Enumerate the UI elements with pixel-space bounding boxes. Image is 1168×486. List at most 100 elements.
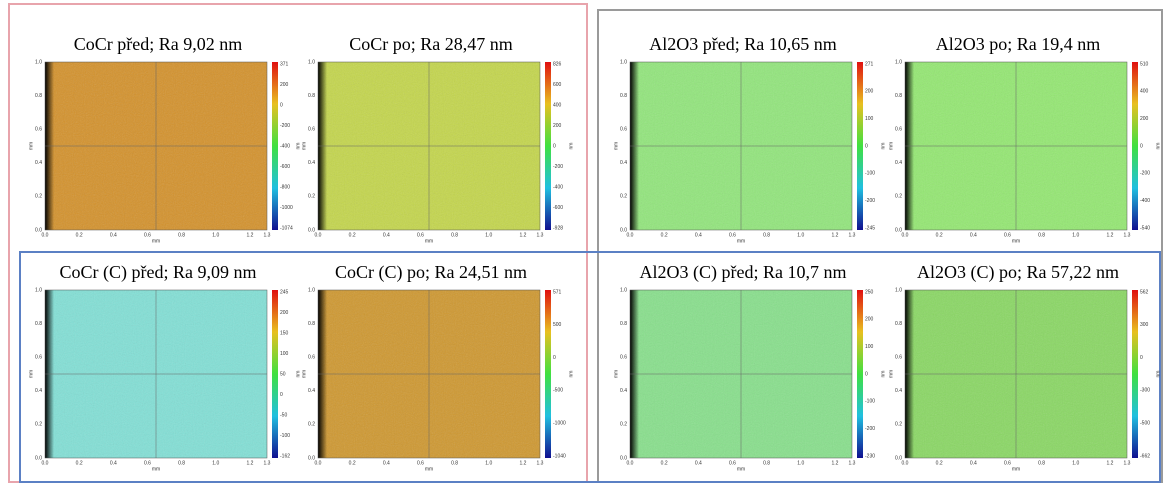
- x-tick-label: 0.0: [42, 232, 49, 238]
- colorbar-tick-label: 0: [1140, 143, 1143, 149]
- x-tick-label: 1.3: [1124, 232, 1131, 238]
- x-tick-label: 0.0: [42, 460, 49, 466]
- x-tick-label: 1.0: [797, 460, 804, 466]
- x-tick-label: 0.0: [902, 460, 909, 466]
- y-tick-label: 0.8: [308, 93, 315, 99]
- x-tick-label: 0.0: [627, 232, 634, 238]
- x-tick-label: 0.6: [417, 232, 424, 238]
- x-tick-label: 1.3: [264, 232, 271, 238]
- colorbar: [545, 290, 551, 458]
- y-axis-unit: mm: [28, 370, 34, 378]
- x-tick-label: 0.6: [417, 460, 424, 466]
- colorbar-tick-label: 0: [865, 143, 868, 149]
- x-tick-label: 1.2: [831, 232, 838, 238]
- plot-border: [904, 61, 1128, 231]
- y-axis-unit: mm: [301, 142, 307, 150]
- colorbar-tick-label: -230: [865, 453, 875, 459]
- colorbar-tick-label: -1000: [553, 421, 566, 427]
- y-tick-label: 1.0: [620, 59, 627, 65]
- y-tick-label: 0.6: [620, 355, 627, 361]
- y-tick-label: 0.4: [895, 388, 902, 394]
- y-tick-label: 0.0: [620, 227, 627, 233]
- colorbar-tick-label: 200: [553, 123, 562, 129]
- y-tick-label: 1.0: [308, 59, 315, 65]
- y-tick-label: 0.2: [620, 194, 627, 200]
- x-tick-label: 1.3: [264, 460, 271, 466]
- colorbar-tick-label: -200: [280, 123, 290, 129]
- y-axis-unit: mm: [613, 370, 619, 378]
- colorbar-tick-label: -162: [280, 453, 290, 459]
- x-tick-label: 0.2: [936, 232, 943, 238]
- colorbar-tick-label: -400: [280, 143, 290, 149]
- colorbar: [1132, 290, 1138, 458]
- plot-border: [317, 61, 541, 231]
- panel-title: CoCr před; Ra 9,02 nm: [74, 34, 243, 54]
- x-tick-label: 1.2: [831, 460, 838, 466]
- x-tick-label: 1.2: [519, 232, 526, 238]
- panel-title: Al2O3 před; Ra 10,65 nm: [649, 34, 836, 54]
- panel-title: Al2O3 (C) po; Ra 57,22 nm: [917, 262, 1119, 283]
- colorbar-tick-label: -600: [553, 205, 563, 211]
- y-axis-unit: mm: [301, 370, 307, 378]
- y-tick-label: 0.6: [308, 127, 315, 133]
- y-axis-unit: mm: [28, 142, 34, 150]
- x-tick-label: 0.2: [661, 460, 668, 466]
- colorbar-tick-label: -200: [865, 198, 875, 204]
- y-tick-label: 1.0: [895, 287, 902, 293]
- colorbar-tick-label: -1074: [280, 225, 293, 231]
- colorbar-tick-label: -600: [280, 164, 290, 170]
- colorbar-tick-label: -500: [1140, 421, 1150, 427]
- x-tick-label: 1.3: [1124, 460, 1131, 466]
- y-tick-label: 0.8: [620, 321, 627, 327]
- colorbar-tick-label: 200: [1140, 116, 1149, 122]
- colorbar-unit: nm: [568, 143, 574, 150]
- x-tick-label: 0.2: [349, 460, 356, 466]
- y-tick-label: 1.0: [35, 59, 42, 65]
- plot-border: [317, 289, 541, 459]
- x-tick-label: 1.0: [212, 232, 219, 238]
- colorbar-tick-label: 600: [553, 82, 562, 88]
- colorbar-tick-label: 200: [865, 317, 874, 323]
- y-tick-label: 0.8: [35, 93, 42, 99]
- x-tick-label: 0.0: [627, 460, 634, 466]
- x-tick-label: 0.8: [178, 460, 185, 466]
- y-tick-label: 1.0: [620, 287, 627, 293]
- panel-title: Al2O3 (C) před; Ra 10,7 nm: [640, 262, 847, 283]
- y-tick-label: 0.4: [35, 388, 42, 394]
- colorbar-tick-label: -400: [553, 184, 563, 190]
- x-tick-label: 0.8: [763, 232, 770, 238]
- colorbar-tick-label: -662: [1140, 453, 1150, 459]
- colorbar-unit: nm: [1155, 143, 1161, 150]
- x-tick-label: 1.0: [485, 232, 492, 238]
- x-tick-label: 0.8: [451, 232, 458, 238]
- x-tick-label: 0.4: [110, 232, 117, 238]
- plot-border: [629, 289, 853, 459]
- y-tick-label: 0.2: [620, 422, 627, 428]
- x-tick-label: 0.4: [110, 460, 117, 466]
- x-tick-label: 0.6: [1004, 460, 1011, 466]
- x-tick-label: 0.8: [451, 460, 458, 466]
- colorbar-tick-label: 245: [280, 289, 289, 295]
- colorbar-tick-label: 500: [553, 322, 562, 328]
- y-tick-label: 0.0: [308, 455, 315, 461]
- colorbar-tick-label: 400: [553, 102, 562, 108]
- y-tick-label: 0.0: [308, 227, 315, 233]
- plot-border: [44, 289, 268, 459]
- colorbar-tick-label: -1000: [280, 205, 293, 211]
- x-tick-label: 0.8: [763, 460, 770, 466]
- y-tick-label: 1.0: [308, 287, 315, 293]
- colorbar-tick-label: -200: [1140, 171, 1150, 177]
- colorbar-tick-label: 0: [280, 102, 283, 108]
- x-axis-unit: mm: [1012, 466, 1020, 472]
- colorbar-tick-label: -50: [280, 412, 287, 418]
- colorbar: [1132, 62, 1138, 230]
- colorbar-tick-label: -100: [865, 171, 875, 177]
- colorbar: [545, 62, 551, 230]
- colorbar-tick-label: 400: [1140, 89, 1149, 95]
- x-tick-label: 0.6: [729, 460, 736, 466]
- y-tick-label: 0.0: [895, 455, 902, 461]
- x-tick-label: 0.4: [383, 232, 390, 238]
- x-axis-unit: mm: [152, 466, 160, 472]
- x-tick-label: 0.8: [1038, 460, 1045, 466]
